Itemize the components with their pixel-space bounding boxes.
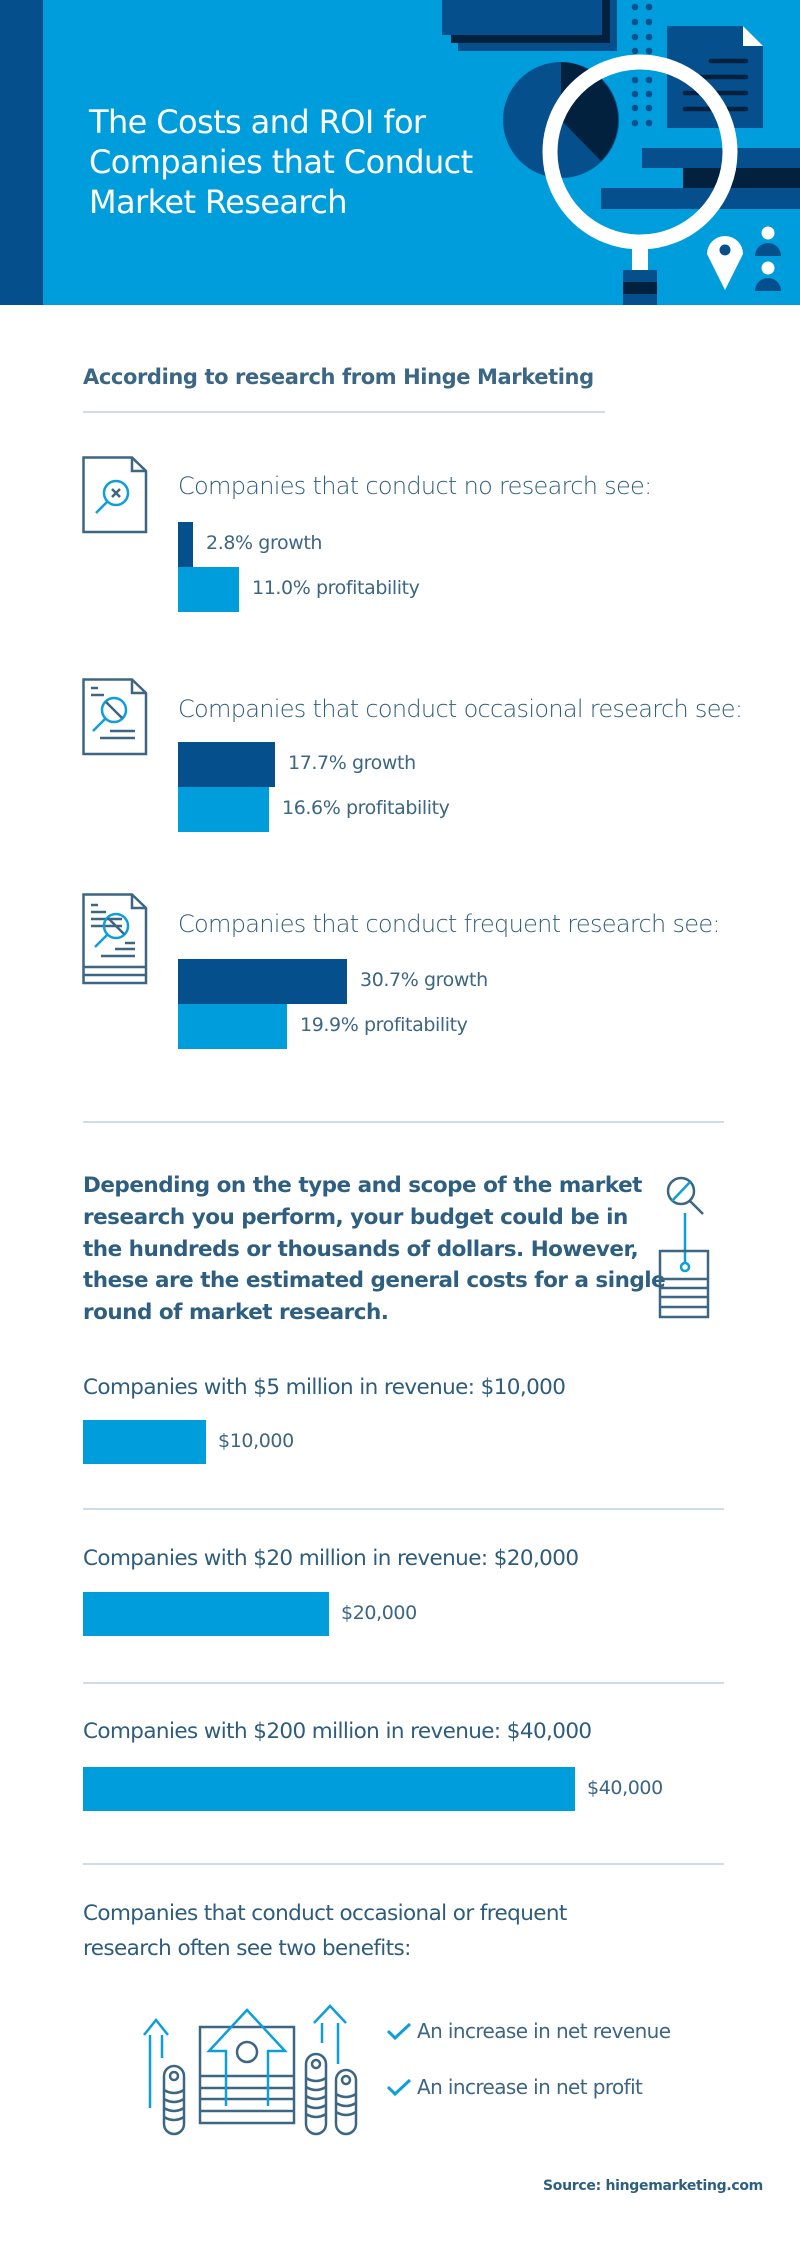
header-banner: The Costs and ROI for Companies that Con… (0, 0, 800, 305)
no-research-heading: Companies that conduct no research see: (178, 472, 652, 500)
bar-growth (178, 959, 347, 1004)
document-magnifier-x-icon (82, 456, 148, 534)
costs-paragraph-line-3: the hundreds or thousands of dollars. Ho… (83, 1237, 639, 1262)
bar-label-profitability: 16.6% profitability (282, 797, 450, 819)
costs-paragraph-line-2: research you perform, your budget could … (83, 1205, 628, 1230)
section-divider (83, 1508, 724, 1510)
bar-profitability (178, 787, 269, 832)
page-title-line-2: Companies that Conduct (89, 143, 473, 181)
page-title-line-1: The Costs and ROI for (89, 103, 426, 141)
bar-label-growth: 17.7% growth (288, 752, 416, 774)
bar-label-profitability: 19.9% profitability (300, 1014, 468, 1036)
section-divider (83, 1863, 724, 1865)
document-magnifier-lines-icon (82, 678, 148, 756)
section-divider (83, 1121, 724, 1123)
cost-bar (83, 1420, 206, 1464)
cost-bar-label: $10,000 (218, 1430, 294, 1452)
people-icon (755, 226, 781, 291)
growth-money-icon (143, 2004, 358, 2136)
frequent-research-heading: Companies that conduct frequent research… (178, 910, 720, 938)
cost-heading-200m: Companies with $200 million in revenue: … (83, 1719, 592, 1744)
header-accent-bar (0, 0, 43, 305)
bar-growth (178, 742, 275, 787)
cost-bar-label: $20,000 (341, 1602, 417, 1624)
section-divider (83, 411, 605, 413)
costs-paragraph-line-5: round of market research. (83, 1300, 389, 1325)
benefit-item-revenue: An increase in net revenue (385, 2016, 671, 2046)
decor-bar-1 (642, 148, 800, 168)
dot-grid-icon (631, 3, 653, 127)
decor-rect-front (442, 0, 602, 35)
location-pin-icon (707, 236, 743, 290)
benefits-heading-line-2: research often see two benefits: (83, 1936, 411, 1961)
bar-label-growth: 30.7% growth (360, 969, 488, 991)
header-illustration (442, 0, 800, 305)
benefit-item-profit: An increase in net profit (385, 2072, 643, 2102)
source-citation: Source: hingemarketing.com (543, 2178, 763, 2194)
document-stack-magnifier-icon (82, 893, 148, 985)
cost-heading-5m: Companies with $5 million in revenue: $1… (83, 1375, 566, 1400)
cost-bar-label: $40,000 (587, 1777, 663, 1799)
occasional-research-heading: Companies that conduct occasional resear… (178, 695, 743, 723)
check-icon (386, 2022, 412, 2041)
bar-label-profitability: 11.0% profitability (252, 577, 420, 599)
cost-bar (83, 1592, 329, 1636)
benefit-text: An increase in net revenue (417, 2019, 671, 2043)
bar-profitability (178, 1004, 287, 1049)
page-title-line-3: Market Research (89, 183, 348, 221)
research-section-title: According to research from Hinge Marketi… (83, 365, 594, 389)
cost-heading-20m: Companies with $20 million in revenue: $… (83, 1546, 579, 1571)
bar-growth (178, 522, 193, 567)
magnifier-icon (542, 54, 738, 305)
decor-bar-3 (601, 188, 800, 209)
benefit-text: An increase in net profit (417, 2075, 643, 2099)
costs-paragraph-line-1: Depending on the type and scope of the m… (83, 1173, 642, 1198)
costs-paragraph-line-4: these are the estimated general costs fo… (83, 1268, 666, 1293)
magnifier-budget-list-icon (658, 1176, 710, 1319)
section-divider (83, 1682, 724, 1684)
bar-label-growth: 2.8% growth (206, 532, 323, 554)
benefits-heading-line-1: Companies that conduct occasional or fre… (83, 1901, 567, 1926)
bar-profitability (178, 567, 239, 612)
cost-bar (83, 1767, 575, 1811)
decor-bar-2 (683, 168, 800, 188)
check-icon (386, 2078, 412, 2097)
